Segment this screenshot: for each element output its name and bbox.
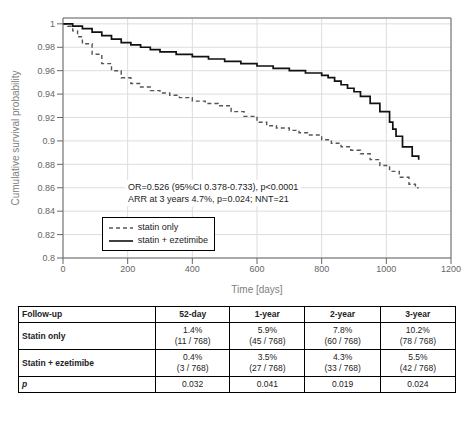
svg-text:600: 600: [249, 264, 264, 274]
svg-text:0.8: 0.8: [42, 253, 55, 263]
html-text:Statin only: Statin only: [22, 330, 66, 341]
html-text:7.8% (60 / 768): 7.8% (60 / 768): [324, 325, 361, 346]
svg-text:0.98: 0.98: [37, 42, 55, 52]
svg-text:Cumulative survival probabilit: Cumulative survival probability: [10, 70, 21, 205]
html-text:1.4% (11 / 768): 1.4% (11 / 768): [174, 325, 211, 346]
html-text:52-day: 52-day: [179, 309, 207, 319]
svg-text:1000: 1000: [376, 264, 396, 274]
svg-text:0.84: 0.84: [37, 206, 55, 216]
html-text:0.4% (3 / 768): 0.4% (3 / 768): [176, 352, 209, 373]
svg-text:0.9: 0.9: [42, 136, 55, 146]
svg-text:0.88: 0.88: [37, 160, 55, 170]
html-text:1-year: 1-year: [254, 309, 280, 319]
html-text:3.5% (27 / 768): 3.5% (27 / 768): [249, 352, 286, 373]
html-text:0.041: 0.041: [256, 379, 278, 389]
html-text:2-year: 2-year: [330, 309, 356, 319]
html-text:0.019: 0.019: [331, 379, 354, 389]
svg-text:0.86: 0.86: [37, 183, 55, 193]
svg-text:1: 1: [50, 19, 55, 29]
html-text:statin only: statin only: [137, 222, 179, 232]
html-text:Statin + ezetimibe: Statin + ezetimibe: [22, 357, 94, 368]
html-text:statin + ezetimibe: statin + ezetimibe: [137, 235, 209, 245]
html-text:0.032: 0.032: [182, 379, 204, 389]
html-text:ARR at 3 years 4.7%, p=0.024;: ARR at 3 years 4.7%, p=0.024; NNT=21: [128, 194, 289, 205]
svg-text:200: 200: [120, 264, 135, 274]
html-text:10.2% (78 / 768): 10.2% (78 / 768): [399, 325, 436, 346]
svg-text:1200: 1200: [441, 264, 461, 274]
svg-text:0.92: 0.92: [37, 113, 55, 123]
html-text:3-year: 3-year: [405, 309, 431, 319]
svg-text:0: 0: [60, 264, 65, 274]
svg-text:0.94: 0.94: [37, 89, 55, 99]
html-text:5.5% (42 / 768): 5.5% (42 / 768): [399, 352, 436, 373]
svg-text:0.96: 0.96: [37, 66, 55, 76]
svg-text:800: 800: [314, 264, 329, 274]
html-text:0.024: 0.024: [407, 379, 429, 389]
html-text:OR=0.526 (95%CI 0.378-0.733),: OR=0.526 (95%CI 0.378-0.733), p<0.0001: [128, 182, 299, 193]
html-text:4.3% (33 / 768): 4.3% (33 / 768): [324, 352, 361, 373]
svg-text:0.82: 0.82: [37, 230, 55, 240]
html-text:p: p: [22, 379, 28, 389]
svg-text:400: 400: [185, 264, 200, 274]
svg-text:Time [days]: Time [days]: [231, 284, 283, 295]
html-text:Follow-up: Follow-up: [22, 309, 63, 319]
html-text:5.9% (45 / 768): 5.9% (45 / 768): [249, 325, 286, 346]
